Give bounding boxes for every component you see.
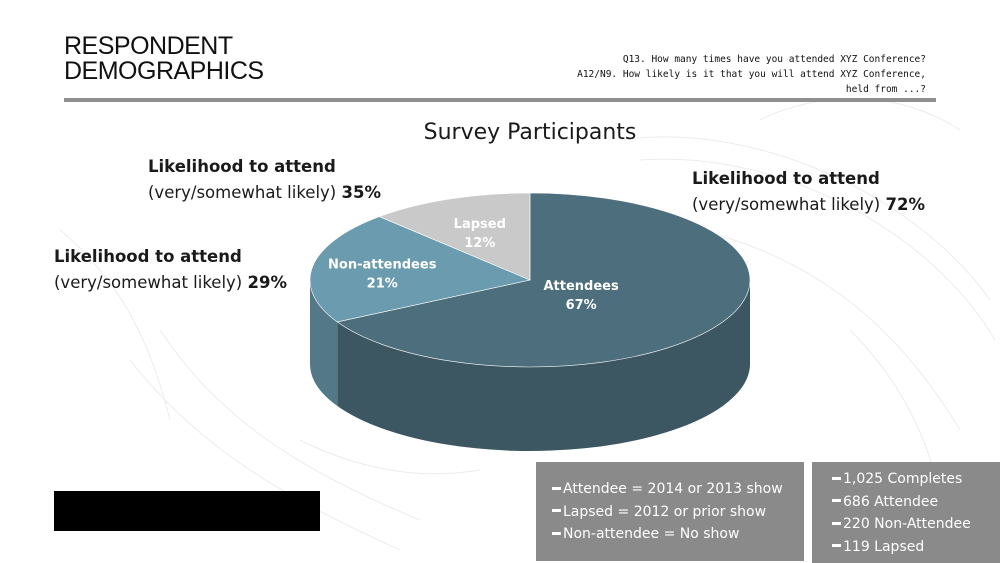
definition-item: Attendee = 2014 or 2013 show (552, 478, 804, 501)
definition-item: Non-attendee = No show (552, 523, 804, 546)
callout-attendees: Likelihood to attend (very/somewhat like… (692, 166, 925, 218)
dash-bullet-icon (832, 544, 841, 547)
callout-attendees-qualifier: (very/somewhat likely) (692, 195, 881, 214)
pie-slice-1 (309, 216, 531, 323)
counts-box: 1,025 Completes 686 Attendee 220 Non-Att… (812, 462, 1000, 563)
callout-non-attendees-qualifier: (very/somewhat likely) (54, 273, 243, 292)
count-item: 1,025 Completes (832, 468, 1000, 491)
page-title-line1: RESPONDENT (64, 32, 233, 60)
redaction-block (54, 491, 320, 531)
callout-attendees-value: 72% (885, 195, 925, 214)
count-item: 686 Attendee (832, 491, 1000, 514)
pie-slice-0 (336, 192, 751, 368)
dash-bullet-icon (832, 499, 841, 502)
header-divider (64, 98, 936, 102)
callout-non-attendees-value: 29% (247, 273, 287, 292)
pie-label-category: Non-attendees (328, 258, 437, 273)
question-line3: held from ...? (845, 84, 926, 95)
count-item: 220 Non-Attendee (832, 513, 1000, 536)
question-line2: A12/N9. How likely is it that you will a… (577, 69, 926, 80)
callout-non-attendees-heading: Likelihood to attend (54, 247, 242, 266)
callout-lapsed-value: 35% (341, 183, 381, 202)
pie-label-value: 21% (367, 277, 398, 292)
dash-bullet-icon (832, 476, 841, 480)
pie-slice-2 (378, 192, 531, 281)
callout-non-attendees: Likelihood to attend (very/somewhat like… (54, 244, 287, 296)
pie-label-value: 12% (464, 236, 495, 251)
dash-bullet-icon (832, 521, 841, 525)
definitions-box: Attendee = 2014 or 2013 show Lapsed = 20… (536, 462, 804, 561)
pie-side-0 (337, 280, 750, 451)
pie-label-category: Attendees (544, 279, 620, 294)
pie-slices (309, 192, 751, 368)
callout-lapsed: Likelihood to attend (very/somewhat like… (148, 154, 381, 206)
count-item: 119 Lapsed (832, 536, 1000, 559)
callout-lapsed-qualifier: (very/somewhat likely) (148, 183, 337, 202)
pie-label-category: Lapsed (454, 217, 506, 232)
dash-bullet-icon (552, 509, 561, 512)
page-title: RESPONDENT DEMOGRAPHICS (64, 34, 264, 84)
callout-lapsed-heading: Likelihood to attend (148, 157, 336, 176)
dash-bullet-icon (552, 486, 561, 490)
definition-item: Lapsed = 2012 or prior show (552, 501, 804, 524)
pie-side-1 (310, 280, 338, 406)
pie-label-value: 67% (566, 298, 597, 313)
pie-sides (310, 280, 750, 451)
pie-data-labels: Attendees 67% Non-attendees 21% Lapsed 12% (328, 217, 619, 313)
dash-bullet-icon (552, 531, 561, 535)
callout-attendees-heading: Likelihood to attend (692, 169, 880, 188)
question-reference: Q13. How many times have you attended XY… (506, 52, 926, 97)
page-title-line2: DEMOGRAPHICS (64, 57, 264, 85)
chart-title: Survey Participants (423, 120, 637, 145)
question-line1: Q13. How many times have you attended XY… (622, 54, 926, 65)
